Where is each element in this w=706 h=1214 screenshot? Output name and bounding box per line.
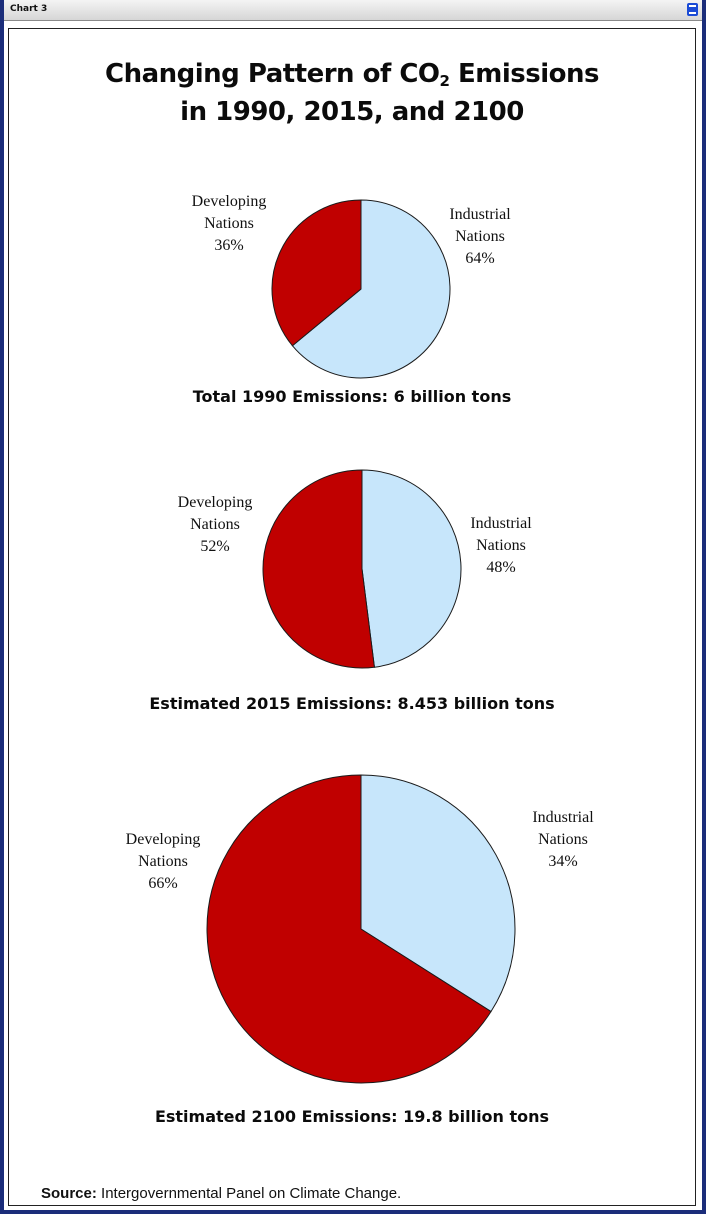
chart-area: Changing Pattern of CO2 Emissions in 199… (8, 28, 696, 1206)
label-industrial-1990-pct: 64% (465, 250, 495, 267)
chart-title-line1: Changing Pattern of CO2 Emissions (9, 59, 695, 90)
pie-chart-2015 (262, 469, 462, 669)
label-industrial-2015: Industrial Nations 48% (431, 513, 571, 579)
label-industrial-2100: Industrial Nations 34% (493, 807, 633, 873)
window-title: Chart 3 (10, 4, 48, 14)
title-part-a: Changing Pattern of CO (105, 59, 440, 89)
label-industrial-2100-line2: Nations (538, 831, 588, 848)
total-1990: Total 1990 Emissions: 6 billion tons (192, 387, 512, 406)
label-developing-2015: Developing Nations 52% (145, 492, 285, 558)
label-developing-2100-pct: 66% (148, 875, 178, 892)
label-industrial-1990-line2: Nations (455, 228, 505, 245)
label-developing-2015-line2: Nations (190, 516, 240, 533)
pie-slice-industrial-1990 (291, 199, 451, 379)
label-industrial-2100-pct: 34% (548, 853, 578, 870)
label-developing-2100-line1: Developing (125, 831, 201, 848)
label-developing-1990-pct: 36% (214, 237, 244, 254)
label-developing-2100-line2: Nations (138, 853, 188, 870)
total-2100: Estimated 2100 Emissions: 19.8 billion t… (154, 1107, 550, 1126)
pie-chart-2100 (206, 774, 516, 1084)
label-developing-1990-line2: Nations (204, 215, 254, 232)
pie-slice-industrial-2100 (360, 774, 516, 1013)
label-industrial-2015-pct: 48% (486, 559, 516, 576)
label-industrial-2015-line1: Industrial (470, 515, 532, 532)
pie-slice-industrial-2015 (361, 469, 462, 668)
pie-slice-developing-2015 (262, 469, 375, 669)
label-developing-2015-line1: Developing (177, 494, 253, 511)
source-text: Intergovernmental Panel on Climate Chang… (96, 1185, 402, 1202)
chart-title-line2: in 1990, 2015, and 2100 (180, 97, 524, 127)
label-industrial-1990: Industrial Nations 64% (410, 204, 550, 270)
pie-slice-developing-2100 (206, 774, 492, 1084)
title-subscript: 2 (439, 72, 450, 90)
source-label: Source: (41, 1185, 97, 1202)
label-developing-2015-pct: 52% (200, 538, 230, 555)
source-note: Source: Intergovernmental Panel on Clima… (41, 1185, 401, 1202)
title-part-b: Emissions (449, 59, 599, 89)
label-industrial-2015-line2: Nations (476, 537, 526, 554)
pie-slice-developing-1990 (271, 199, 362, 347)
total-2015: Estimated 2015 Emissions: 8.453 billion … (149, 694, 555, 713)
window-control-icon[interactable] (687, 3, 698, 16)
label-industrial-1990-line1: Industrial (449, 206, 511, 223)
label-developing-2100: Developing Nations 66% (93, 829, 233, 895)
label-industrial-2100-line1: Industrial (532, 809, 594, 826)
label-developing-1990-line1: Developing (191, 193, 267, 210)
pie-chart-1990 (271, 199, 451, 379)
label-developing-1990: Developing Nations 36% (159, 191, 299, 257)
window-titlebar[interactable]: Chart 3 (4, 0, 702, 21)
